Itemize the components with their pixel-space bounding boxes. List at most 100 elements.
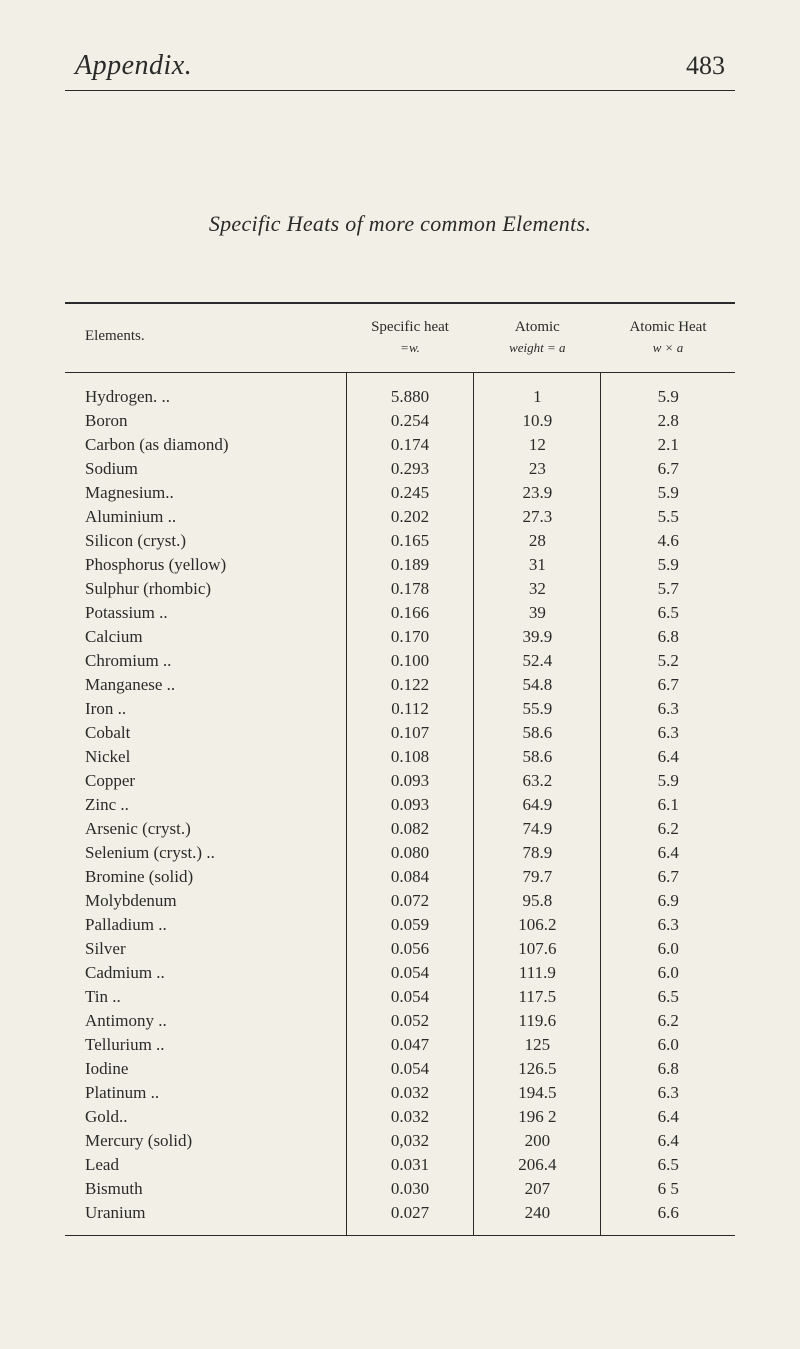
table-row: Chromium ..0.10052.45.2 — [65, 649, 735, 673]
specific-heat-cell: 0.032 — [346, 1105, 473, 1129]
atomic-weight-cell: 106.2 — [474, 913, 601, 937]
atomic-weight-cell: 196 2 — [474, 1105, 601, 1129]
table-row: Lead0.031206.46.5 — [65, 1153, 735, 1177]
specific-heat-cell: 0.170 — [346, 625, 473, 649]
specific-heat-cell: 0.047 — [346, 1033, 473, 1057]
specific-heat-cell: 5.880 — [346, 373, 473, 410]
table-row: Sulphur (rhombic)0.178325.7 — [65, 577, 735, 601]
element-name-cell: Sodium — [65, 457, 346, 481]
specific-heat-cell: 0.056 — [346, 937, 473, 961]
element-name-cell: Bismuth — [65, 1177, 346, 1201]
element-name-cell: Sulphur (rhombic) — [65, 577, 346, 601]
element-name-cell: Nickel — [65, 745, 346, 769]
specific-heat-cell: 0.254 — [346, 409, 473, 433]
table-row: Zinc ..0.09364.96.1 — [65, 793, 735, 817]
atomic-heat-cell: 6.5 — [601, 985, 735, 1009]
specific-heat-cell: 0.054 — [346, 985, 473, 1009]
page-title: Appendix. — [75, 50, 192, 82]
specific-heat-cell: 0.027 — [346, 1201, 473, 1236]
table-row: Iodine0.054126.56.8 — [65, 1057, 735, 1081]
atomic-heat-cell: 5.2 — [601, 649, 735, 673]
element-name-cell: Tin .. — [65, 985, 346, 1009]
atomic-weight-cell: 12 — [474, 433, 601, 457]
element-name-cell: Cadmium .. — [65, 961, 346, 985]
atomic-heat-cell: 6.7 — [601, 865, 735, 889]
element-name-cell: Palladium .. — [65, 913, 346, 937]
specific-heat-cell: 0.122 — [346, 673, 473, 697]
atomic-weight-cell: 64.9 — [474, 793, 601, 817]
atomic-heat-cell: 5.9 — [601, 553, 735, 577]
element-name-cell: Molybdenum — [65, 889, 346, 913]
specific-heat-cell: 0.293 — [346, 457, 473, 481]
specific-heat-cell: 0,032 — [346, 1129, 473, 1153]
specific-heat-cell: 0.054 — [346, 1057, 473, 1081]
atomic-heat-cell: 6.0 — [601, 937, 735, 961]
atomic-heat-cell: 5.9 — [601, 373, 735, 410]
specific-heat-cell: 0.189 — [346, 553, 473, 577]
table-row: Bromine (solid)0.08479.76.7 — [65, 865, 735, 889]
specific-heat-cell: 0.031 — [346, 1153, 473, 1177]
element-name-cell: Lead — [65, 1153, 346, 1177]
atomic-heat-cell: 6.3 — [601, 1081, 735, 1105]
table-row: Boron0.25410.92.8 — [65, 409, 735, 433]
atomic-heat-cell: 6.5 — [601, 601, 735, 625]
element-name-cell: Selenium (cryst.) .. — [65, 841, 346, 865]
element-name-cell: Tellurium .. — [65, 1033, 346, 1057]
element-name-cell: Iron .. — [65, 697, 346, 721]
atomic-weight-cell: 39.9 — [474, 625, 601, 649]
atomic-weight-cell: 63.2 — [474, 769, 601, 793]
atomic-weight-cell: 206.4 — [474, 1153, 601, 1177]
specific-heat-cell: 0.100 — [346, 649, 473, 673]
element-name-cell: Chromium .. — [65, 649, 346, 673]
atomic-weight-cell: 10.9 — [474, 409, 601, 433]
table-row: Copper0.09363.25.9 — [65, 769, 735, 793]
table-row: Aluminium ..0.20227.35.5 — [65, 505, 735, 529]
atomic-heat-cell: 5.5 — [601, 505, 735, 529]
table-row: Carbon (as diamond)0.174122.1 — [65, 433, 735, 457]
table-row: Molybdenum0.07295.86.9 — [65, 889, 735, 913]
atomic-heat-cell: 6.5 — [601, 1153, 735, 1177]
table-row: Tellurium ..0.0471256.0 — [65, 1033, 735, 1057]
specific-heat-cell: 0.093 — [346, 769, 473, 793]
table-row: Bismuth0.0302076 5 — [65, 1177, 735, 1201]
page-number: 483 — [686, 51, 725, 81]
table-row: Selenium (cryst.) ..0.08078.96.4 — [65, 841, 735, 865]
atomic-weight-cell: 52.4 — [474, 649, 601, 673]
element-name-cell: Antimony .. — [65, 1009, 346, 1033]
atomic-heat-cell: 6.1 — [601, 793, 735, 817]
table-row: Magnesium..0.24523.95.9 — [65, 481, 735, 505]
atomic-weight-cell: 54.8 — [474, 673, 601, 697]
col-header-specific-heat: Specific heat =w. — [346, 303, 473, 373]
specific-heat-cell: 0.030 — [346, 1177, 473, 1201]
specific-heat-cell: 0.112 — [346, 697, 473, 721]
atomic-heat-cell: 6.3 — [601, 913, 735, 937]
element-name-cell: Magnesium.. — [65, 481, 346, 505]
table-row: Cobalt0.10758.66.3 — [65, 721, 735, 745]
col-header-ah-sub: w × a — [607, 340, 729, 357]
table-row: Iron ..0.11255.96.3 — [65, 697, 735, 721]
specific-heat-cell: 0.165 — [346, 529, 473, 553]
atomic-heat-cell: 5.7 — [601, 577, 735, 601]
atomic-weight-cell: 125 — [474, 1033, 601, 1057]
specific-heat-cell: 0.178 — [346, 577, 473, 601]
element-name-cell: Uranium — [65, 1201, 346, 1236]
atomic-weight-cell: 95.8 — [474, 889, 601, 913]
atomic-heat-cell: 6.0 — [601, 1033, 735, 1057]
table-row: Calcium0.17039.96.8 — [65, 625, 735, 649]
atomic-heat-cell: 6.4 — [601, 1129, 735, 1153]
atomic-heat-cell: 6.8 — [601, 625, 735, 649]
table-row: Antimony ..0.052119.66.2 — [65, 1009, 735, 1033]
table-row: Tin ..0.054117.56.5 — [65, 985, 735, 1009]
element-name-cell: Gold.. — [65, 1105, 346, 1129]
atomic-heat-cell: 6.3 — [601, 697, 735, 721]
atomic-weight-cell: 39 — [474, 601, 601, 625]
atomic-weight-cell: 126.5 — [474, 1057, 601, 1081]
col-header-atomic-weight: Atomic weight = a — [474, 303, 601, 373]
atomic-weight-cell: 58.6 — [474, 721, 601, 745]
col-header-sh-label: Specific heat — [371, 319, 449, 335]
atomic-weight-cell: 1 — [474, 373, 601, 410]
atomic-weight-cell: 23.9 — [474, 481, 601, 505]
specific-heat-cell: 0.108 — [346, 745, 473, 769]
element-name-cell: Cobalt — [65, 721, 346, 745]
table-body: Hydrogen. ..5.88015.9Boron0.25410.92.8Ca… — [65, 373, 735, 1236]
